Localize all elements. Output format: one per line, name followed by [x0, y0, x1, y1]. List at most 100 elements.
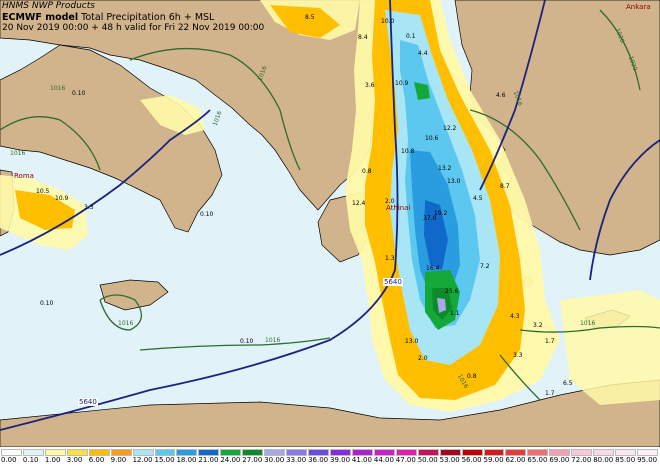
- legend-label: 18.00: [176, 456, 197, 464]
- map-canvas: [0, 0, 660, 447]
- legend-swatch: [330, 449, 351, 456]
- precip-21mm: [424, 200, 448, 270]
- place-athens: Athinai: [386, 204, 411, 212]
- legend-label: 47.00: [395, 456, 416, 464]
- isobar-label: 1016: [10, 150, 26, 157]
- legend-swatch: [242, 449, 264, 456]
- legend-swatch: [395, 449, 417, 456]
- precip-value-label: 25.6: [445, 288, 459, 295]
- legend-label: 3.00: [66, 456, 83, 464]
- valid-time: 20 Nov 2019 00:00 + 48 h valid for Fri 2…: [2, 23, 265, 33]
- legend-label: 9.00: [110, 456, 127, 464]
- legend-label: 95.00: [637, 456, 658, 464]
- legend-label: 1.00: [44, 456, 61, 464]
- producer-label: HNMS NWP Products: [2, 1, 95, 11]
- legend-label: 6.00: [88, 456, 105, 464]
- legend-label: 44.00: [373, 456, 394, 464]
- geopotential-layer: [0, 0, 660, 431]
- legend-swatch: [373, 449, 395, 456]
- precip-value-label: 3.2: [533, 322, 543, 329]
- precip-value-label: 0.10: [240, 338, 254, 345]
- precip-value-label: 0.10: [40, 300, 54, 307]
- precip-value-label: 3.3: [84, 204, 94, 211]
- precip-value-label: 10.6: [425, 135, 439, 142]
- precip-value-label: 10.9: [55, 195, 69, 202]
- geopotential-label: 5640: [383, 278, 403, 286]
- legend-swatch: [615, 449, 637, 456]
- legend-label: 72.00: [571, 456, 592, 464]
- geopotential-label: 5640: [78, 398, 98, 406]
- isobar-line: [519, 325, 660, 333]
- legend-label: 65.00: [527, 456, 548, 464]
- precip-value-label: 3.6: [365, 82, 375, 89]
- legend-label: 56.00: [461, 456, 482, 464]
- precip-value-label: 0.8: [467, 373, 477, 380]
- isobar-label: 1016: [118, 320, 134, 327]
- precip-value-label: 10.9: [395, 80, 409, 87]
- legend-swatch: [505, 449, 527, 456]
- isobar-line: [139, 337, 331, 351]
- place-rome: Roma: [14, 172, 34, 180]
- field-name: Total Precipitation 6h + MSL: [81, 12, 215, 23]
- precipitation-legend: 0.00 0.10 1.00 3.00 6.00 9.00 12.00 15.00 18.00 2…: [0, 447, 660, 466]
- legend-label: 15.00: [154, 456, 175, 464]
- precip-value-label: 4.4: [418, 50, 428, 57]
- legend-swatch: [549, 449, 571, 456]
- legend-label: 39.00: [330, 456, 351, 464]
- isobar-line: [499, 354, 541, 401]
- precip-value-label: 4.5: [473, 195, 483, 202]
- geopotential-line-west: [0, 109, 211, 256]
- legend-swatch: [593, 449, 615, 456]
- isobar-label: 1016: [580, 320, 596, 327]
- legend-swatch: [351, 449, 373, 456]
- precip-6mm: [15, 190, 75, 230]
- legend-label: 24.00: [220, 456, 241, 464]
- precip-value-label: 7.2: [480, 263, 490, 270]
- model-name: ECMWF model: [2, 12, 79, 23]
- geopotential-line-5640: [0, 0, 399, 431]
- legend-label: 36.00: [308, 456, 329, 464]
- legend-swatch: [286, 449, 308, 456]
- isobar-line: [599, 9, 641, 91]
- legend-swatch: [110, 449, 132, 456]
- precip-value-label: 8.7: [500, 183, 510, 190]
- legend-label: 33.00: [286, 456, 307, 464]
- geopotential-line-east: [479, 0, 546, 191]
- precip-value-label: 4.6: [496, 92, 506, 99]
- precip-value-label: 12.4: [352, 200, 366, 207]
- precip-value-label: 13.2: [438, 165, 452, 172]
- isobar-layer: [0, 9, 660, 401]
- precipitation-map: HNMS NWP Products ECMWF model Total Prec…: [0, 0, 660, 447]
- africa-landmass: [0, 379, 660, 447]
- legend-swatch: [220, 449, 242, 456]
- legend-label: 53.00: [439, 456, 460, 464]
- legend-swatch: [439, 449, 461, 456]
- precip-value-label: 13.0: [447, 178, 461, 185]
- legend-label: 0.10: [22, 456, 39, 464]
- isobar-line: [469, 109, 581, 231]
- precip-24mm: [414, 82, 430, 100]
- precip-value-label: 1.7: [545, 390, 555, 397]
- model-title: ECMWF model Total Precipitation 6h + MSL: [2, 12, 214, 23]
- precip-value-label: 10.8: [401, 148, 415, 155]
- legend-swatch: [308, 449, 329, 456]
- legend-swatch: [176, 449, 198, 456]
- legend-swatch: [1, 449, 22, 456]
- precip-value-label: 19.2: [434, 210, 448, 217]
- precip-1mm: [560, 290, 660, 405]
- precip-value-label: 2.0: [385, 198, 395, 205]
- legend-label: 59.00: [483, 456, 504, 464]
- precip-value-label: 8.5: [305, 14, 315, 21]
- precip-value-label: 4.3: [510, 313, 520, 320]
- isobar-line: [99, 294, 142, 331]
- precip-value-label: 12.2: [443, 125, 457, 132]
- precip-value-label: 0.1: [406, 33, 416, 40]
- legend-label: 27.00: [242, 456, 263, 464]
- legend-label: 30.00: [264, 456, 285, 464]
- legend-swatch: [44, 449, 66, 456]
- isobar-label: 1016: [50, 85, 66, 92]
- precip-value-label: 0.8: [362, 168, 372, 175]
- legend-swatch: [132, 449, 154, 456]
- legend-label: 85.00: [615, 456, 636, 464]
- legend-swatch: [264, 449, 286, 456]
